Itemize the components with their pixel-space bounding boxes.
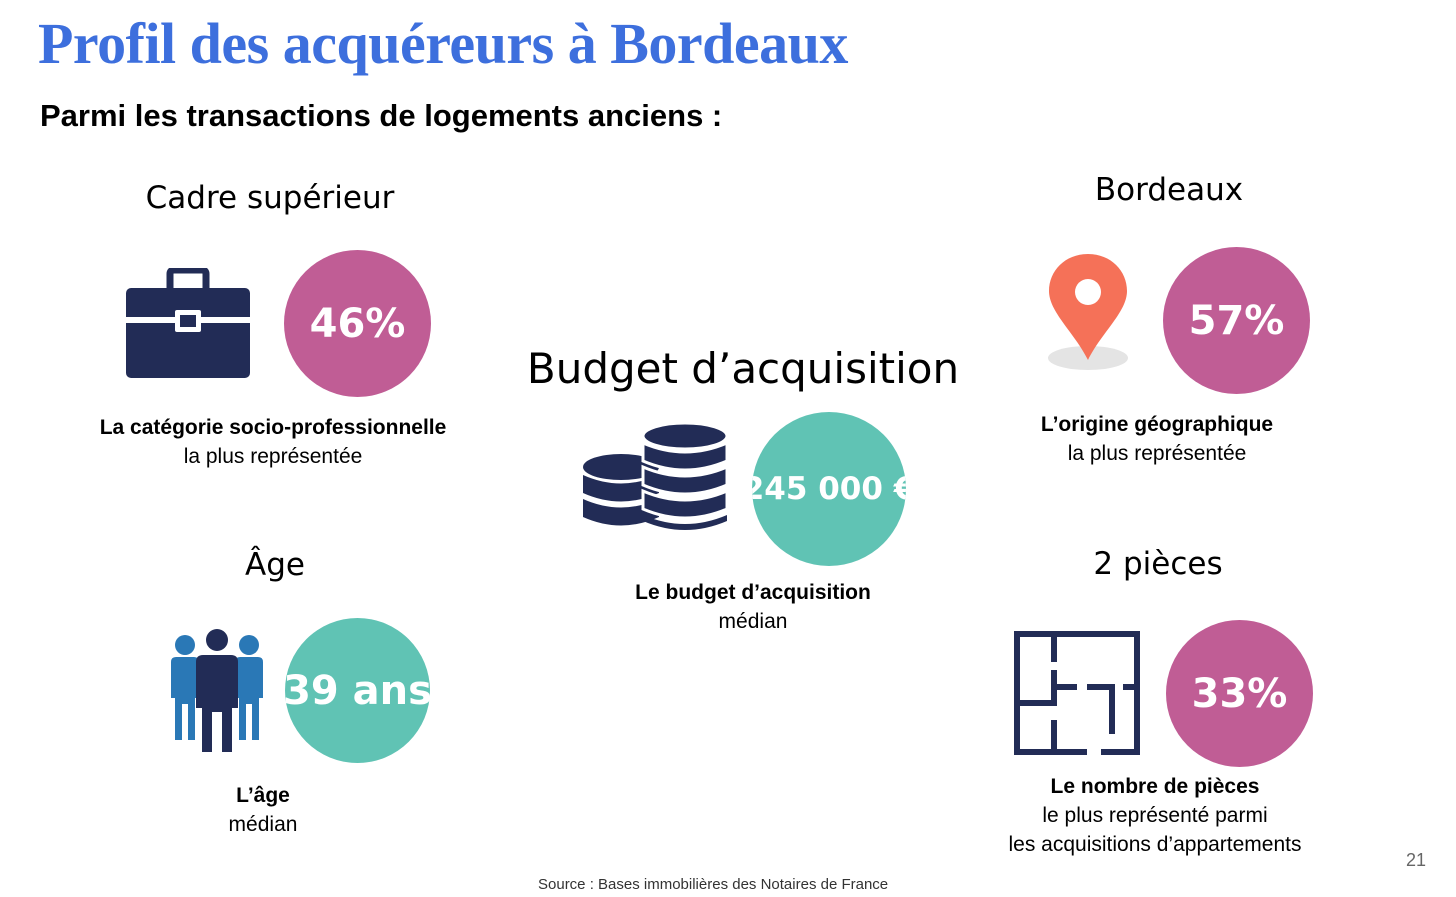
budget-caption-normal: médian xyxy=(718,610,788,633)
budget-value: 245 000 € xyxy=(752,471,906,507)
age-caption-normal: médian xyxy=(228,813,298,836)
rooms-value-circle: 33% xyxy=(1166,620,1313,767)
origin-value-circle: 57% xyxy=(1163,247,1310,394)
age-value: 39 ans xyxy=(283,667,432,714)
rooms-caption: Le nombre de pièces le plus représenté p… xyxy=(1009,772,1302,859)
rooms-caption-normal-2: les acquisitions d’appartements xyxy=(1008,833,1302,856)
coins-icon xyxy=(583,422,729,530)
origin-caption: L’origine géographique la plus représent… xyxy=(1041,410,1273,468)
origin-value: 57% xyxy=(1188,297,1285,344)
rooms-heading: 2 pièces xyxy=(1093,546,1223,582)
page-subtitle: Parmi les transactions de logements anci… xyxy=(40,98,723,133)
csp-heading: Cadre supérieur xyxy=(145,180,395,216)
budget-value-circle: 245 000 € xyxy=(752,412,906,566)
floor-plan-icon xyxy=(1014,631,1140,755)
age-value-circle: 39 ans xyxy=(283,618,432,763)
people-group-icon xyxy=(171,629,263,752)
csp-caption: La catégorie socio-professionnelle la pl… xyxy=(100,413,447,471)
map-pin-icon xyxy=(1048,254,1128,370)
csp-caption-bold: La catégorie socio-professionnelle xyxy=(99,416,447,439)
age-caption-bold: L’âge xyxy=(236,784,290,807)
age-heading: Âge xyxy=(245,547,305,583)
csp-value-circle: 46% xyxy=(284,250,431,397)
csp-caption-normal: la plus représentée xyxy=(183,445,363,468)
source-note: Source : Bases immobilières des Notaires… xyxy=(538,876,889,893)
page-number: 21 xyxy=(1406,850,1427,870)
origin-heading: Bordeaux xyxy=(1094,172,1244,208)
rooms-caption-bold: Le nombre de pièces xyxy=(1050,775,1260,798)
origin-caption-normal: la plus représentée xyxy=(1067,442,1247,465)
rooms-value: 33% xyxy=(1191,670,1288,717)
rooms-caption-normal-1: le plus représenté parmi xyxy=(1042,804,1268,827)
origin-caption-bold: L’origine géographique xyxy=(1040,413,1274,436)
budget-caption: Le budget d’acquisition médian xyxy=(635,578,871,636)
age-caption: L’âge médian xyxy=(229,781,298,839)
csp-value: 46% xyxy=(309,300,406,347)
budget-caption-bold: Le budget d’acquisition xyxy=(635,581,871,604)
briefcase-icon xyxy=(126,268,250,378)
budget-heading: Budget d’acquisition xyxy=(526,344,960,393)
page-title: Profil des acquéreurs à Bordeaux xyxy=(38,11,848,76)
